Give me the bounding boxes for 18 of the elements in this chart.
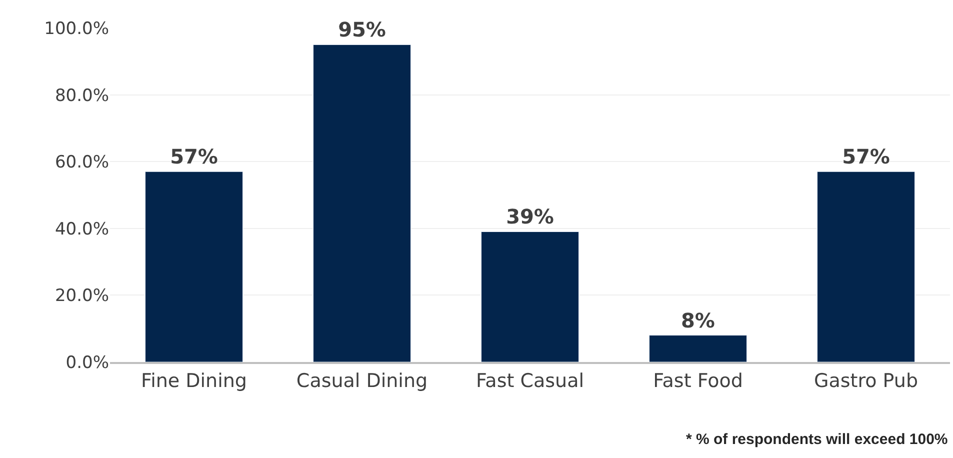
data-label: 39% [506,204,554,229]
x-tick-label: Gastro Pub [814,370,918,392]
x-tick-label: Casual Dining [296,370,428,392]
y-tick-label: 0.0% [66,352,109,373]
x-tick-label: Fast Casual [476,370,584,392]
data-label: 8% [681,308,715,332]
bar [649,335,747,362]
y-tick-label: 40.0% [54,219,109,240]
y-tick-label: 60.0% [54,152,109,173]
data-label: 57% [170,144,218,169]
data-label: 95% [338,18,386,42]
y-tick-label: 80.0% [54,86,109,106]
data-label: 57% [842,144,890,169]
text: * % of respondents will exceed 100% [686,431,948,448]
y-tick-label: 100.0% [44,18,109,39]
x-tick-label: Fast Food [653,370,743,392]
x-tick-label: Fine Dining [141,370,247,392]
y-tick-label: 20.0% [54,286,109,306]
